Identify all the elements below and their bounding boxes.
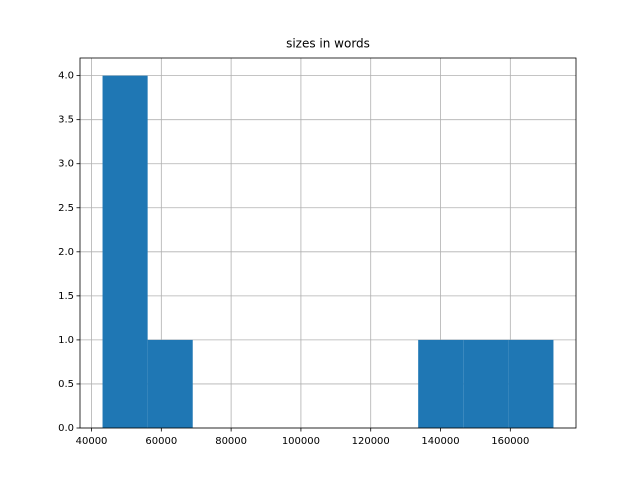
y-tick-label: 3.0 bbox=[58, 159, 74, 170]
bars bbox=[102, 75, 554, 428]
chart-title: sizes in words bbox=[286, 37, 370, 51]
x-tick-label: 60000 bbox=[145, 436, 177, 447]
x-tick-label: 40000 bbox=[76, 436, 108, 447]
x-tick-label: 80000 bbox=[215, 436, 247, 447]
y-tick-label: 3.5 bbox=[58, 115, 74, 126]
bar bbox=[463, 339, 509, 428]
y-tick-label: 0.0 bbox=[58, 423, 74, 434]
ticks: 0.0 0.5 1.0 1.5 2.0 2.5 3.0 3.5 4.0 40000 60000 800… bbox=[58, 71, 529, 447]
bar bbox=[147, 339, 193, 428]
y-tick-label: 0.5 bbox=[58, 379, 74, 390]
y-tick-label: 1.5 bbox=[58, 291, 74, 302]
y-tick-label: 2.0 bbox=[58, 247, 74, 258]
y-tick-label: 2.5 bbox=[58, 203, 74, 214]
x-tick-label: 120000 bbox=[352, 436, 390, 447]
axes-frame bbox=[79, 57, 577, 429]
bar bbox=[508, 339, 554, 428]
bar bbox=[102, 75, 148, 428]
bar bbox=[418, 339, 464, 428]
x-tick-label: 160000 bbox=[491, 436, 529, 447]
x-tick-label: 100000 bbox=[282, 436, 320, 447]
y-tick-label: 4.0 bbox=[58, 71, 74, 82]
y-tick-label: 1.0 bbox=[58, 335, 74, 346]
x-tick-label: 140000 bbox=[421, 436, 459, 447]
